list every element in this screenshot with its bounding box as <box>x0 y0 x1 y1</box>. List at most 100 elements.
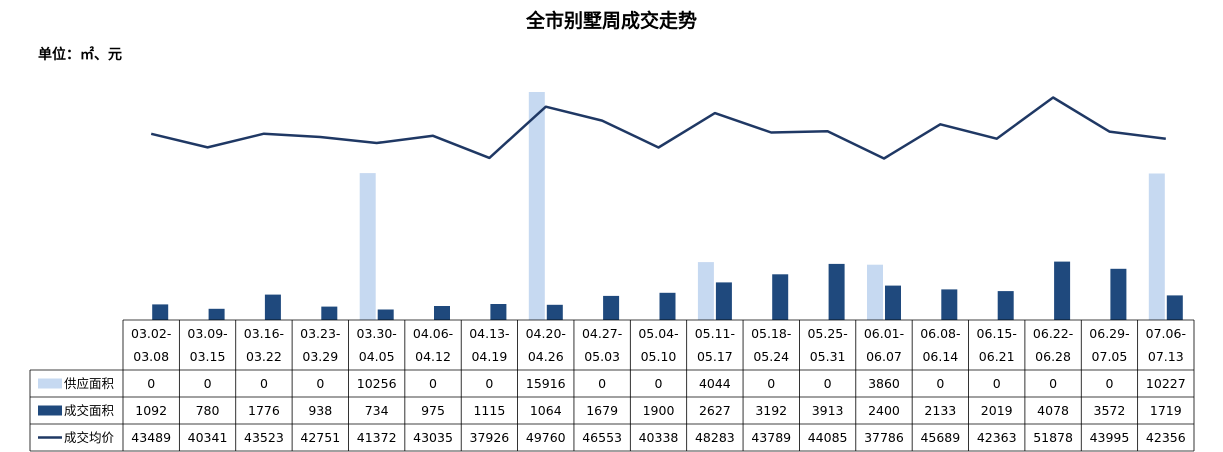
category-label: 03.09- <box>187 326 227 341</box>
table-value: 0 <box>655 376 663 391</box>
category-label: 04.06- <box>413 326 453 341</box>
deal-bar <box>1166 295 1183 320</box>
category-label: 04.13- <box>469 326 509 341</box>
category-label: 03.16- <box>244 326 284 341</box>
legend-label: 供应面积 <box>64 376 114 391</box>
supply-bar <box>359 173 376 320</box>
category-label: 03.30- <box>357 326 397 341</box>
supply-bar <box>1148 173 1165 320</box>
legend-label: 成交均价 <box>64 430 115 445</box>
table-value: 780 <box>196 403 220 418</box>
category-label: 05.10 <box>641 349 677 364</box>
table-value: 3572 <box>1094 403 1126 418</box>
deal-bar <box>1110 268 1127 320</box>
legend-swatch-0 <box>38 378 62 389</box>
category-label: 04.05 <box>359 349 395 364</box>
table-value: 2133 <box>924 403 956 418</box>
category-label: 06.15- <box>977 326 1017 341</box>
category-label: 06.14 <box>922 349 958 364</box>
table-value: 49760 <box>526 430 566 445</box>
deal-bar <box>377 309 394 320</box>
table-value: 4078 <box>1037 403 1069 418</box>
table-value: 51878 <box>1033 430 1073 445</box>
category-label: 05.11- <box>695 326 735 341</box>
category-label: 07.05 <box>1092 349 1128 364</box>
table-value: 37926 <box>470 430 510 445</box>
table-value: 0 <box>204 376 212 391</box>
table-value: 0 <box>147 376 155 391</box>
table-value: 1900 <box>643 403 675 418</box>
table-value: 10227 <box>1146 376 1186 391</box>
table-value: 3913 <box>812 403 844 418</box>
category-label: 06.22- <box>1033 326 1073 341</box>
category-label: 06.21 <box>979 349 1015 364</box>
category-label: 04.20- <box>526 326 566 341</box>
category-label: 04.19 <box>471 349 507 364</box>
table-value: 43995 <box>1090 430 1130 445</box>
category-label: 03.08 <box>133 349 169 364</box>
table-value: 45689 <box>920 430 960 445</box>
table-value: 0 <box>598 376 606 391</box>
table-value: 938 <box>308 403 332 418</box>
table-value: 40341 <box>188 430 228 445</box>
table-value: 0 <box>260 376 268 391</box>
table-value: 43489 <box>131 430 171 445</box>
table-value: 0 <box>936 376 944 391</box>
deal-bar <box>434 306 450 320</box>
deal-bar <box>490 304 507 320</box>
category-label: 05.04- <box>638 326 678 341</box>
deal-bar <box>941 289 958 320</box>
legend-label: 成交面积 <box>64 403 114 418</box>
table-value: 1115 <box>473 403 505 418</box>
avg-price-line <box>150 96 1166 160</box>
supply-bar <box>528 92 545 320</box>
category-label: 03.22 <box>246 349 282 364</box>
table-value: 0 <box>993 376 1001 391</box>
category-label: 05.31 <box>810 349 846 364</box>
category-label: 06.28 <box>1035 349 1071 364</box>
deal-bar <box>885 285 901 320</box>
table-value: 0 <box>767 376 775 391</box>
deal-bar <box>828 263 845 320</box>
deal-bar <box>208 308 225 320</box>
chart-title: 全市别墅周成交走势 <box>525 10 697 32</box>
table-value: 46553 <box>582 430 622 445</box>
table-value: 40338 <box>639 430 679 445</box>
supply-bar <box>697 262 714 320</box>
category-label: 05.25- <box>807 326 847 341</box>
category-label: 05.18- <box>751 326 791 341</box>
table-value: 0 <box>824 376 832 391</box>
table-value: 44085 <box>808 430 848 445</box>
category-label: 06.07 <box>866 349 902 364</box>
table-value: 0 <box>485 376 493 391</box>
deal-bar <box>1054 261 1071 320</box>
category-label: 03.29 <box>302 349 338 364</box>
table-value: 0 <box>1105 376 1113 391</box>
table-value: 1064 <box>530 403 562 418</box>
deal-bar <box>659 292 676 320</box>
table-value: 734 <box>365 403 389 418</box>
table-value: 43789 <box>751 430 791 445</box>
table-value: 37786 <box>864 430 904 445</box>
table-value: 1719 <box>1150 403 1182 418</box>
table-value: 0 <box>1049 376 1057 391</box>
category-label: 03.23- <box>300 326 340 341</box>
table-value: 10256 <box>357 376 397 391</box>
deal-bar <box>546 304 563 320</box>
table-value: 2627 <box>699 403 731 418</box>
supply-bar <box>867 264 883 320</box>
category-label: 05.17 <box>697 349 733 364</box>
deal-bar <box>603 295 620 320</box>
table-value: 0 <box>429 376 437 391</box>
category-label: 04.12 <box>415 349 451 364</box>
table-value: 43523 <box>244 430 284 445</box>
category-label: 05.03 <box>584 349 620 364</box>
table-value: 1776 <box>248 403 280 418</box>
table-value: 1092 <box>135 403 167 418</box>
category-label: 06.08- <box>920 326 960 341</box>
table-value: 3860 <box>868 376 900 391</box>
deal-bar <box>321 306 338 320</box>
table-value: 41372 <box>357 430 397 445</box>
table-value: 42751 <box>300 430 340 445</box>
